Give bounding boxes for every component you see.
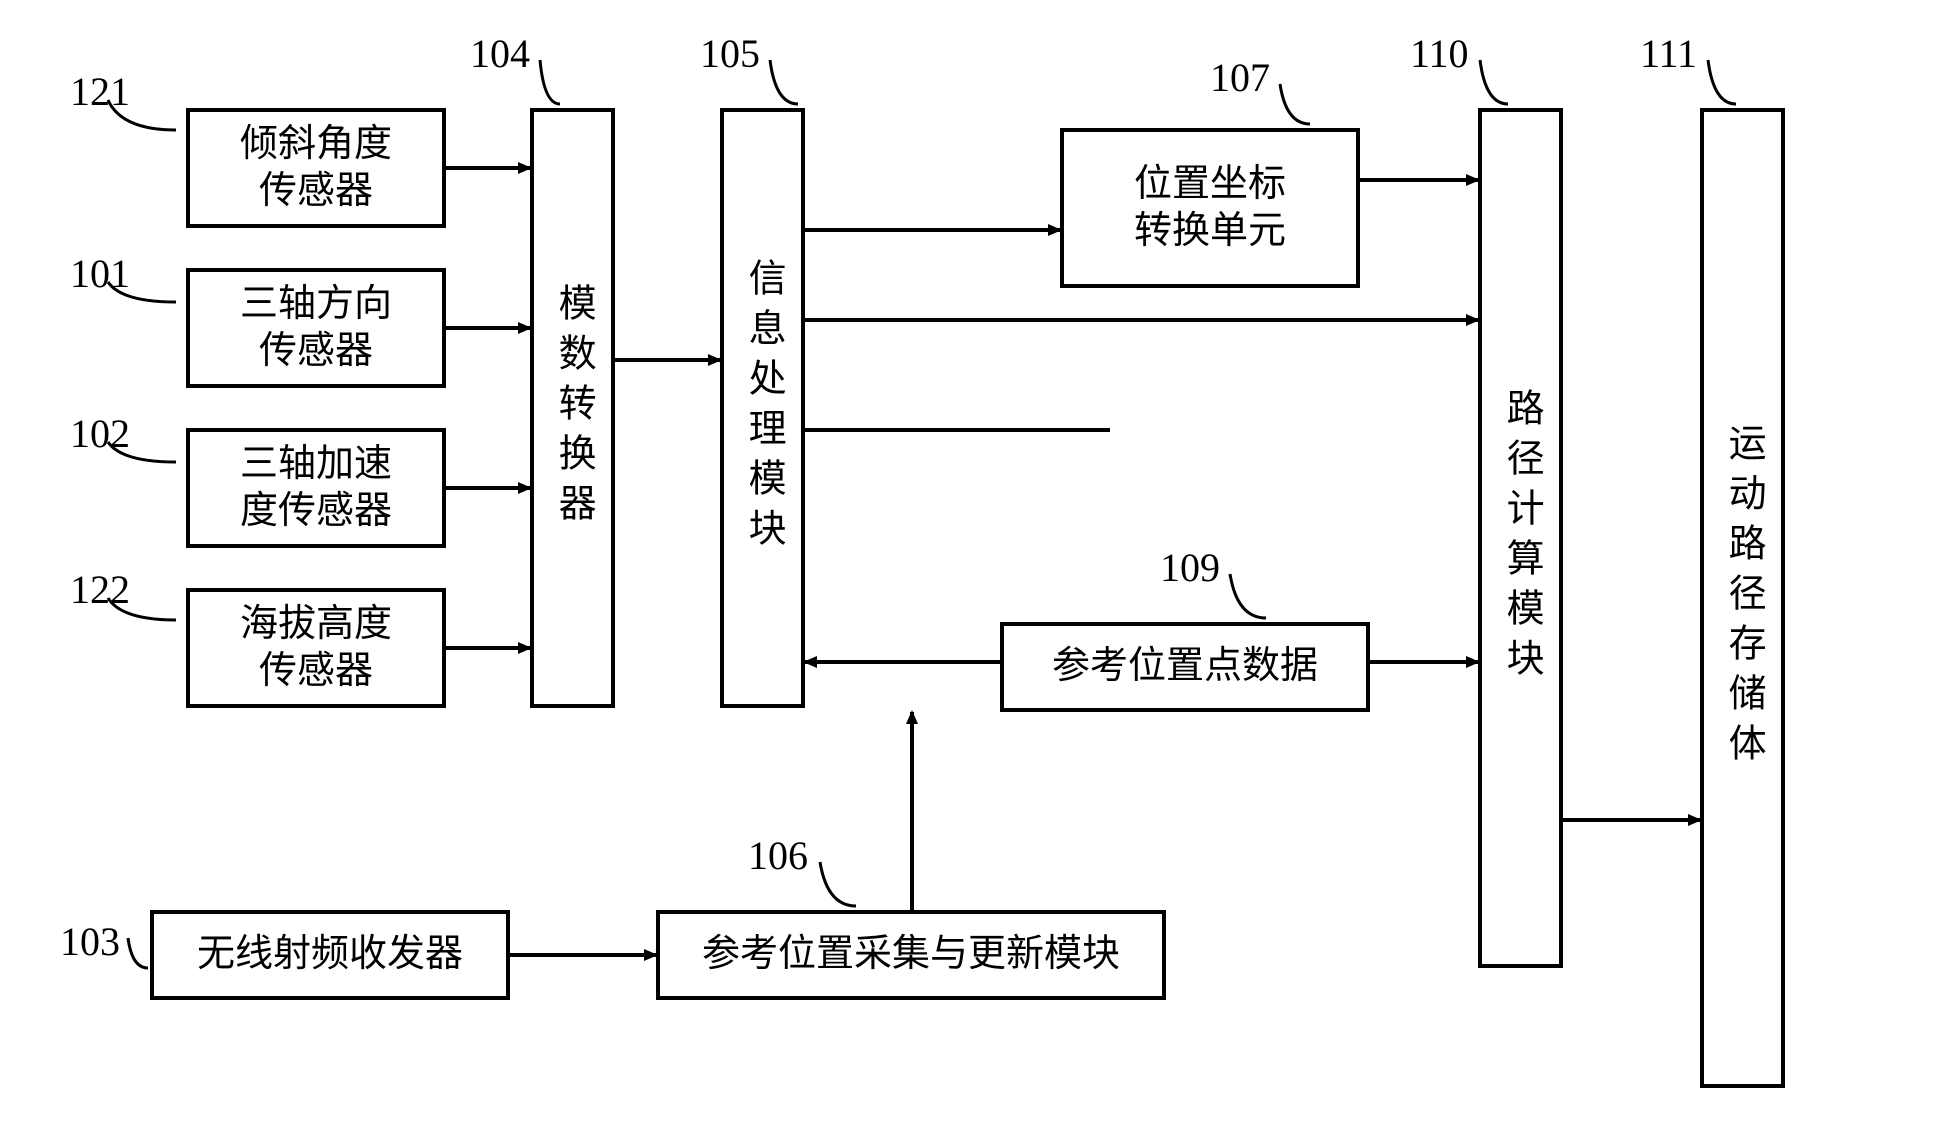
arrows-layer bbox=[0, 0, 1958, 1135]
block-diagram: 121 101 102 122 103 104 105 106 107 109 … bbox=[0, 0, 1958, 1135]
